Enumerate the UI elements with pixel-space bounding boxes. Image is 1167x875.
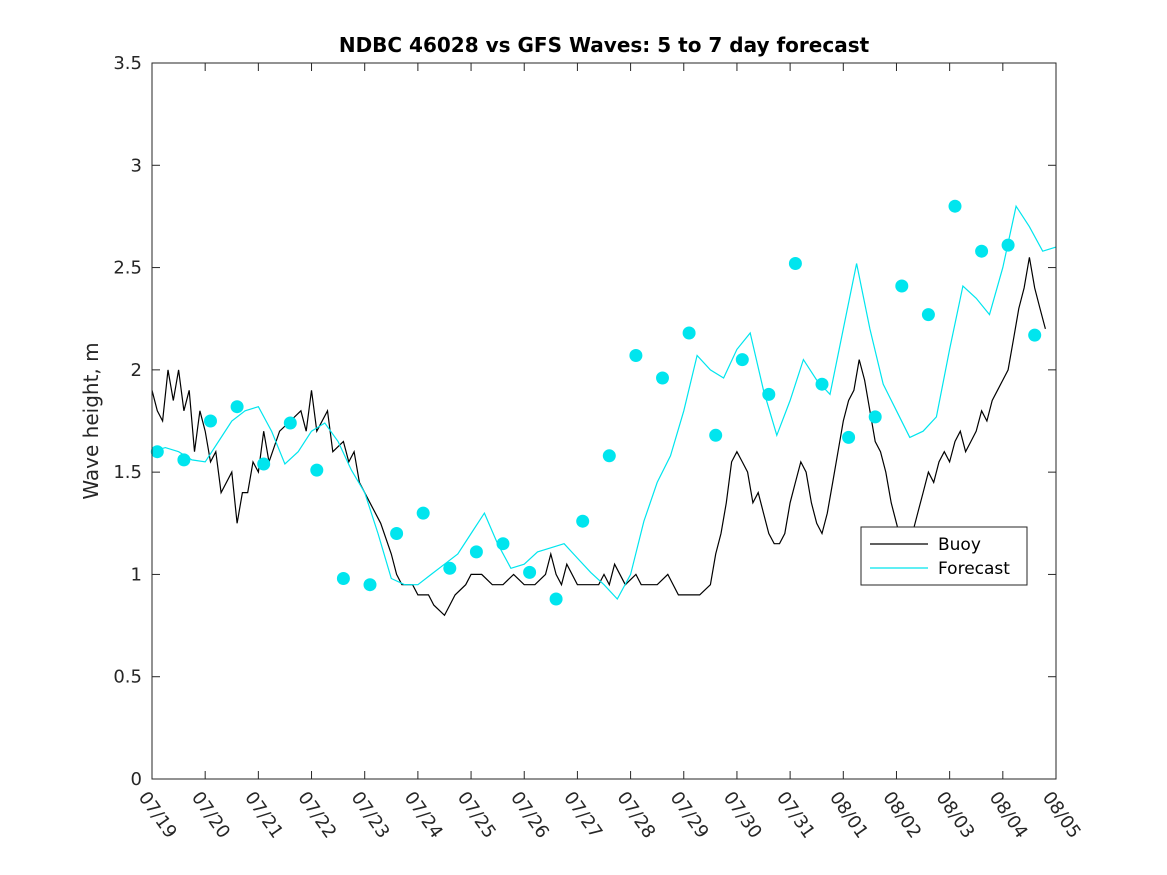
y-tick-label: 1.5	[113, 462, 142, 483]
forecast-point-13	[496, 537, 510, 551]
axes-box	[151, 62, 1057, 780]
forecast-point-31	[975, 244, 989, 258]
forecast-point-9	[390, 527, 404, 540]
forecast-point-21	[709, 428, 723, 442]
forecast-point-28	[895, 279, 909, 293]
forecast-point-32	[1001, 238, 1015, 252]
forecast-point-14	[523, 565, 537, 579]
forecast-point-19	[656, 371, 669, 385]
forecast-point-26	[842, 430, 856, 444]
y-tick-label: 3.5	[113, 53, 142, 74]
y-tick-label: 3	[131, 155, 142, 176]
y-axis-title: Wave height, m	[79, 342, 103, 499]
forecast-point-18	[629, 349, 643, 362]
forecast-point-0	[150, 445, 164, 459]
legend: Buoy Forecast	[860, 526, 1028, 586]
forecast-point-23	[762, 387, 776, 401]
forecast-point-15	[549, 592, 563, 606]
legend-label-buoy: Buoy	[938, 535, 981, 555]
forecast-point-25	[815, 377, 829, 391]
forecast-point-8	[363, 578, 377, 592]
forecast-point-12	[469, 545, 483, 559]
y-tick-label: 0	[131, 769, 142, 790]
series-line-forecast	[151, 204, 1057, 601]
forecast-point-20	[682, 326, 696, 340]
forecast-point-30	[948, 199, 962, 213]
forecast-point-7	[336, 572, 350, 585]
legend-label-forecast: Forecast	[938, 559, 1010, 579]
plot-area	[150, 199, 1057, 617]
legend-box	[860, 526, 1028, 586]
forecast-point-33	[1028, 328, 1042, 342]
forecast-point-11	[443, 561, 457, 575]
y-tick-label: 1	[131, 564, 142, 585]
forecast-point-17	[602, 449, 616, 463]
forecast-point-3	[230, 400, 244, 414]
chart-title: NDBC 46028 vs GFS Waves: 5 to 7 day fore…	[339, 33, 870, 57]
y-tick-label: 2	[131, 360, 142, 381]
forecast-point-27	[868, 410, 882, 424]
forecast-point-24	[788, 257, 802, 270]
forecast-point-4	[257, 457, 271, 471]
forecast-point-10	[416, 506, 430, 520]
forecast-point-16	[576, 514, 590, 528]
forecast-point-2	[204, 414, 217, 428]
y-tick-label: 0.5	[113, 667, 142, 688]
forecast-point-6	[310, 463, 324, 477]
forecast-point-29	[921, 308, 935, 322]
forecast-point-5	[283, 416, 297, 430]
forecast-point-1	[177, 453, 191, 467]
forecast-point-22	[735, 353, 749, 367]
y-tick-label: 2.5	[113, 258, 142, 279]
